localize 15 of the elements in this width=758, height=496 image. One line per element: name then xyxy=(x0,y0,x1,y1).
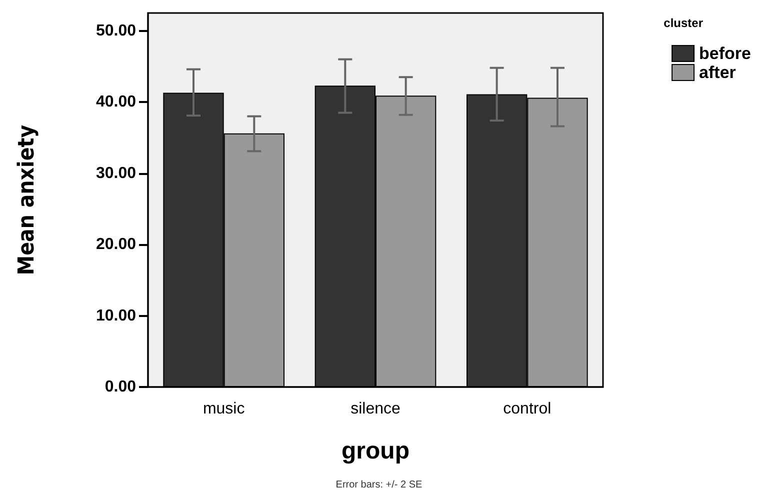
legend-title: cluster xyxy=(664,16,704,30)
y-tick-label: 50.00 xyxy=(96,22,136,40)
y-tick-label: 40.00 xyxy=(96,94,136,111)
legend-label: after xyxy=(699,63,736,82)
y-tick-label: 0.00 xyxy=(104,378,136,396)
legend-label: before xyxy=(699,44,752,63)
x-tick-label: silence xyxy=(350,400,400,418)
y-axis-title: Mean anxiety xyxy=(14,124,40,276)
y-tick-label: 30.00 xyxy=(96,164,136,182)
x-tick-label: music xyxy=(202,400,245,418)
y-tick-label: 20.00 xyxy=(96,236,136,254)
text: Error bars: +/- 2 SE xyxy=(336,480,423,490)
y-tick-label: 10.00 xyxy=(96,307,136,324)
x-tick-label: control xyxy=(503,400,552,418)
x-axis-title: group xyxy=(342,438,410,464)
